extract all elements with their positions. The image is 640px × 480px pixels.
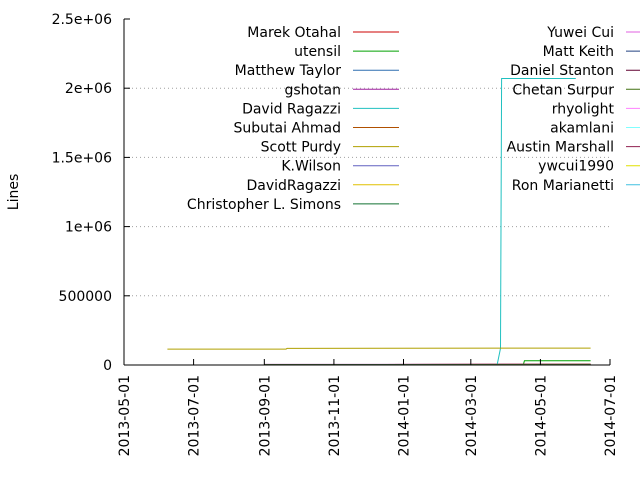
legend-entry-label: Christopher L. Simons: [187, 197, 341, 213]
legend-entry-label: rhyolight: [552, 101, 615, 117]
legend-entry-label: Matthew Taylor: [235, 63, 342, 79]
legend-entry-label: Chetan Surpur: [512, 82, 614, 98]
grid-lines: [124, 87, 610, 297]
legend-entry-label: Yuwei Cui: [546, 25, 614, 41]
x-tick-label: 2014-07-01: [603, 375, 619, 456]
x-tick-label: 2013-09-01: [257, 375, 273, 456]
legend-entry-label: Marek Otahal: [247, 25, 341, 41]
x-tick-label: 2013-05-01: [117, 375, 133, 456]
legend-entry-label: gshotan: [284, 82, 341, 98]
y-tick-label: 2.5e+06: [52, 12, 113, 28]
legend: Marek Otahal utensil Matthew Taylor gshotan…: [187, 25, 640, 213]
legend-entry-label: Daniel Stanton: [510, 63, 614, 79]
legend-entry-label: DavidRagazzi: [247, 178, 341, 194]
legend-entry-label: K.Wilson: [281, 159, 341, 175]
y-tick-label: 1e+06: [65, 220, 112, 236]
y-tick-label: 0: [103, 358, 112, 374]
legend-entry-label: utensil: [294, 44, 341, 60]
x-tick-label: 2013-11-01: [327, 375, 343, 456]
y-tick-label: 500000: [59, 289, 112, 305]
legend-entry-label: Ron Marianetti: [512, 178, 614, 194]
legend-entry-label: Scott Purdy: [261, 140, 341, 156]
legend-entry-label: Austin Marshall: [507, 140, 614, 156]
series-line: [167, 347, 591, 350]
x-tick-label: 2014-03-01: [464, 375, 480, 456]
legend-entry-label: Subutai Ahmad: [234, 121, 341, 137]
y-tick-label: 2e+06: [65, 81, 112, 97]
x-tick-label: 2014-05-01: [533, 375, 549, 456]
legend-entry-label: David Ragazzi: [242, 101, 341, 117]
legend-entry-label: akamlani: [550, 121, 614, 137]
x-tick-label: 2014-01-01: [397, 375, 413, 456]
plot-area: [124, 19, 610, 365]
legend-entry-label: ywcui1990: [538, 159, 614, 175]
y-axis-label: Lines: [6, 174, 22, 210]
axes: 0 500000 1e+06 1.5e+06 2e+06 2.5e+06 2013-05-0…: [52, 12, 619, 456]
legend-entry-label: Matt Keith: [543, 44, 614, 60]
y-tick-label: 1.5e+06: [52, 150, 113, 166]
x-tick-label: 2013-07-01: [187, 375, 203, 456]
